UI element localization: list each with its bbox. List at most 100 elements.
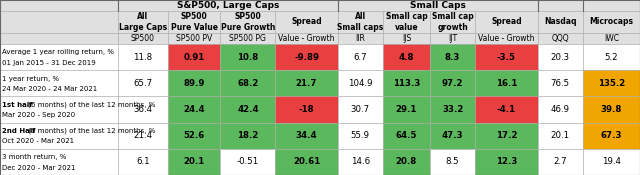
Bar: [538, 96, 582, 123]
Text: 52.6: 52.6: [184, 131, 205, 140]
Bar: [118, 123, 168, 149]
Text: 30.7: 30.7: [351, 105, 370, 114]
Text: 11.8: 11.8: [133, 53, 152, 62]
Bar: [475, 44, 538, 70]
Text: Average 1 year rolling return, %: Average 1 year rolling return, %: [2, 49, 114, 55]
Text: 4.8: 4.8: [399, 53, 414, 62]
Text: Mar 2020 - Sep 2020: Mar 2020 - Sep 2020: [2, 112, 75, 118]
Bar: [538, 11, 582, 33]
Text: 76.5: 76.5: [550, 79, 570, 88]
Text: 21.4: 21.4: [133, 131, 152, 140]
Bar: [383, 96, 430, 123]
Bar: [275, 70, 338, 96]
Text: Small Caps: Small Caps: [410, 1, 466, 10]
Text: 3 month return, %: 3 month return, %: [2, 154, 67, 160]
Bar: [582, 0, 640, 11]
Text: -3.5: -3.5: [497, 53, 516, 62]
Text: 55.9: 55.9: [351, 131, 370, 140]
Text: 68.2: 68.2: [237, 79, 259, 88]
Text: 16.1: 16.1: [496, 79, 517, 88]
Text: 0.91: 0.91: [184, 53, 205, 62]
Text: SP500 PV: SP500 PV: [176, 34, 212, 43]
Bar: [338, 11, 383, 33]
Text: 34.4: 34.4: [296, 131, 317, 140]
Text: 67.3: 67.3: [600, 131, 622, 140]
Bar: [475, 70, 538, 96]
Text: 20.61: 20.61: [293, 157, 320, 166]
Bar: [0, 33, 118, 44]
Text: IJS: IJS: [402, 34, 411, 43]
Bar: [168, 70, 220, 96]
Text: Dec 2020 - Mar 2021: Dec 2020 - Mar 2021: [2, 165, 76, 171]
Bar: [168, 149, 220, 175]
Text: 14.6: 14.6: [351, 157, 370, 166]
Bar: [582, 33, 640, 44]
Text: (6 months) of the last 12 months, %: (6 months) of the last 12 months, %: [26, 128, 156, 134]
Text: Spread: Spread: [491, 18, 522, 26]
Text: 8.3: 8.3: [445, 53, 460, 62]
Text: 42.4: 42.4: [237, 105, 259, 114]
Bar: [220, 33, 275, 44]
Text: 89.9: 89.9: [184, 79, 205, 88]
Text: Oct 2020 - Mar 2021: Oct 2020 - Mar 2021: [2, 138, 74, 145]
Bar: [338, 0, 538, 11]
Bar: [383, 44, 430, 70]
Bar: [118, 70, 168, 96]
Bar: [168, 96, 220, 123]
Bar: [430, 11, 475, 33]
Text: 24 Mar 2020 - 24 Mar 2021: 24 Mar 2020 - 24 Mar 2021: [2, 86, 97, 92]
Text: -9.89: -9.89: [294, 53, 319, 62]
Text: -0.51: -0.51: [237, 157, 259, 166]
Text: 20.8: 20.8: [396, 157, 417, 166]
Bar: [118, 44, 168, 70]
Text: 5.2: 5.2: [604, 53, 618, 62]
Bar: [582, 123, 640, 149]
Bar: [338, 44, 383, 70]
Bar: [168, 11, 220, 33]
Text: 21.7: 21.7: [296, 79, 317, 88]
Bar: [0, 96, 118, 123]
Text: 01 Jan 2015 - 31 Dec 2019: 01 Jan 2015 - 31 Dec 2019: [2, 60, 96, 66]
Text: 47.3: 47.3: [442, 131, 463, 140]
Bar: [0, 70, 118, 96]
Text: S&P500, Large Caps: S&P500, Large Caps: [177, 1, 279, 10]
Text: 39.8: 39.8: [600, 105, 622, 114]
Text: 97.2: 97.2: [442, 79, 463, 88]
Bar: [582, 149, 640, 175]
Bar: [0, 123, 118, 149]
Bar: [475, 96, 538, 123]
Text: IWC: IWC: [604, 34, 619, 43]
Text: 104.9: 104.9: [348, 79, 372, 88]
Bar: [275, 44, 338, 70]
Bar: [168, 44, 220, 70]
Bar: [118, 11, 168, 33]
Text: 65.7: 65.7: [133, 79, 152, 88]
Text: Value - Growth: Value - Growth: [278, 34, 335, 43]
Bar: [338, 33, 383, 44]
Text: (6 months) of the last 12 months, %: (6 months) of the last 12 months, %: [26, 102, 156, 108]
Bar: [275, 11, 338, 33]
Text: 1 year return, %: 1 year return, %: [2, 76, 59, 82]
Bar: [538, 149, 582, 175]
Text: 8.5: 8.5: [446, 157, 460, 166]
Text: SP500 PG: SP500 PG: [229, 34, 266, 43]
Text: Small cap
value: Small cap value: [385, 12, 428, 32]
Bar: [430, 44, 475, 70]
Bar: [475, 149, 538, 175]
Text: 10.8: 10.8: [237, 53, 259, 62]
Text: All
Large Caps: All Large Caps: [119, 12, 167, 32]
Bar: [0, 11, 118, 33]
Bar: [0, 149, 118, 175]
Text: 24.4: 24.4: [184, 105, 205, 114]
Bar: [430, 149, 475, 175]
Text: 1st half: 1st half: [2, 102, 33, 108]
Bar: [538, 0, 582, 11]
Bar: [338, 123, 383, 149]
Text: Value - Growth: Value - Growth: [478, 34, 534, 43]
Text: IJT: IJT: [448, 34, 457, 43]
Text: All
Small caps: All Small caps: [337, 12, 383, 32]
Bar: [475, 123, 538, 149]
Text: 20.3: 20.3: [550, 53, 570, 62]
Bar: [383, 149, 430, 175]
Bar: [383, 123, 430, 149]
